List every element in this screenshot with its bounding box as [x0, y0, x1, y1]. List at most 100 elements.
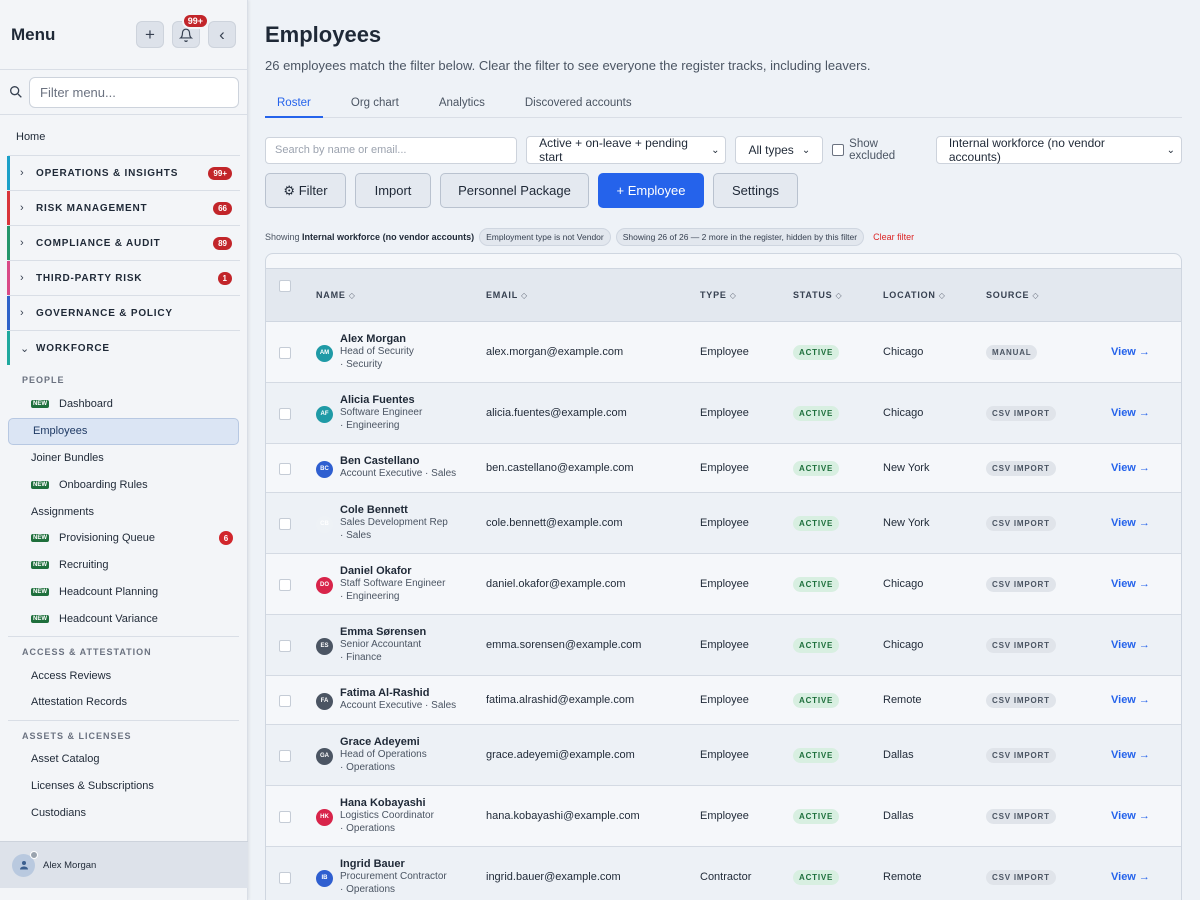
employee-name[interactable]: Grace Adeyemi — [340, 735, 420, 748]
show-excluded-toggle[interactable]: Show excluded — [832, 138, 927, 162]
type-select[interactable]: All types ⌄ — [735, 136, 824, 164]
column-status[interactable]: STATUS ◇ — [793, 290, 842, 300]
employee-name-cell: Hana Kobayashi Logistics Coordinator · Ope… — [340, 797, 465, 835]
sidebar-item-asset-catalog[interactable]: Asset Catalog — [0, 746, 239, 773]
employee-name[interactable]: Alex Morgan — [340, 332, 407, 345]
sidebar-item-joiner-bundles[interactable]: Joiner Bundles — [0, 445, 239, 472]
sidebar-item-onboarding-rules[interactable]: NEW Onboarding Rules — [0, 471, 239, 498]
view-link[interactable]: View → — [1111, 406, 1150, 419]
row-checkbox[interactable] — [279, 639, 291, 652]
sidebar-item-assignments[interactable]: Assignments — [0, 498, 239, 525]
row-checkbox[interactable] — [279, 871, 291, 884]
employee-name[interactable]: Cole Bennett — [340, 503, 408, 516]
table-row: GA Grace Adeyemi Head of Operations · Opera… — [266, 725, 1181, 786]
row-checkbox[interactable] — [279, 749, 291, 762]
add-employee-button[interactable]: + Employee — [598, 173, 704, 208]
scope-select[interactable]: Internal workforce (no vendor accounts) … — [935, 136, 1182, 164]
status-select[interactable]: Active + on-leave + pending start ⌄ — [526, 136, 727, 164]
settings-button[interactable]: Settings — [713, 173, 798, 208]
sidebar-item-headcount-planning[interactable]: NEW Headcount Planning — [0, 579, 239, 606]
row-checkbox[interactable] — [279, 578, 291, 591]
collapse-sidebar-button[interactable]: ‹ — [208, 21, 236, 48]
employee-search-input[interactable] — [265, 136, 518, 164]
chevron-down-icon: ⌄ — [20, 342, 30, 355]
status-badge: ACTIVE — [793, 460, 840, 476]
showing-label: Showing Internal workforce (no vendor ac… — [265, 232, 474, 242]
sidebar-item-attestation-records[interactable]: Attestation Records — [0, 689, 239, 716]
select-all-checkbox[interactable] — [279, 280, 291, 292]
row-checkbox[interactable] — [279, 407, 291, 420]
sidebar-item-home[interactable]: Home — [16, 131, 46, 143]
nav-group-label: WORKFORCE — [36, 342, 110, 354]
page-title: Employees — [265, 22, 382, 47]
nav-group-governance-policy[interactable]: › GOVERNANCE & POLICY — [7, 295, 240, 330]
view-link[interactable]: View → — [1111, 577, 1150, 590]
view-link[interactable]: View → — [1111, 693, 1150, 706]
source-badge: CSV IMPORT — [986, 515, 1056, 531]
notifications-button[interactable]: 99+ — [172, 13, 209, 48]
row-checkbox[interactable] — [279, 346, 291, 359]
view-link[interactable]: View → — [1111, 516, 1150, 529]
view-link[interactable]: View → — [1111, 870, 1150, 883]
menu-filter-input[interactable] — [29, 76, 239, 108]
row-checkbox[interactable] — [279, 462, 291, 475]
import-button[interactable]: Import — [355, 173, 431, 208]
count-badge: 66 — [213, 201, 232, 215]
people-items: NEW Dashboard Employees Joiner Bundles NEW On… — [0, 391, 247, 632]
employee-name[interactable]: Ben Castellano — [340, 454, 420, 467]
row-checkbox[interactable] — [279, 694, 291, 707]
column-source[interactable]: SOURCE ◇ — [986, 290, 1039, 300]
column-name[interactable]: NAME ◇ — [316, 290, 356, 300]
row-checkbox[interactable] — [279, 517, 291, 530]
tab-analytics[interactable]: Analytics — [438, 97, 485, 109]
sidebar-item-licenses-subscriptions[interactable]: Licenses & Subscriptions — [0, 773, 239, 800]
column-location[interactable]: LOCATION ◇ — [883, 290, 946, 300]
sidebar-item-access-reviews[interactable]: Access Reviews — [0, 662, 239, 689]
sidebar-item-headcount-variance[interactable]: NEW Headcount Variance — [0, 605, 239, 632]
sidebar-item-employees[interactable]: Employees — [8, 417, 239, 445]
employee-email: ben.castellano@example.com — [486, 461, 634, 474]
user-menu[interactable]: Alex Morgan — [0, 841, 248, 888]
avatar: FA — [316, 692, 333, 710]
filter-button[interactable]: ⚙ Filter — [265, 173, 346, 208]
view-link[interactable]: View → — [1111, 461, 1150, 474]
tab-org-chart[interactable]: Org chart — [350, 97, 399, 109]
nav-group-risk-management[interactable]: › RISK MANAGEMENT 66 — [7, 190, 240, 225]
view-link[interactable]: View → — [1111, 748, 1150, 761]
sidebar-item-provisioning-queue[interactable]: NEW Provisioning Queue 6 — [0, 525, 239, 552]
sidebar-item-recruiting[interactable]: NEW Recruiting — [0, 552, 239, 579]
avatar: CB — [316, 515, 333, 533]
source-badge: CSV IMPORT — [986, 808, 1056, 824]
view-link[interactable]: View → — [1111, 638, 1150, 651]
employee-location: Dallas — [883, 809, 914, 822]
nav-group-workforce[interactable]: ⌄ WORKFORCE — [7, 330, 240, 365]
nav-group-operations-insights[interactable]: › OPERATIONS & INSIGHTS 99+ — [7, 155, 240, 190]
nav-group-compliance-audit[interactable]: › COMPLIANCE & AUDIT 89 — [7, 225, 240, 260]
tab-roster[interactable]: Roster — [265, 90, 323, 118]
sidebar-item-label: Dashboard — [59, 398, 113, 411]
employee-name[interactable]: Fatima Al-Rashid — [340, 686, 430, 699]
nav-group-third-party-risk[interactable]: › THIRD-PARTY RISK 1 — [7, 260, 240, 295]
employee-name[interactable]: Alicia Fuentes — [340, 393, 415, 406]
chevron-right-icon: › — [20, 202, 24, 214]
view-link[interactable]: View → — [1111, 345, 1150, 358]
employee-name[interactable]: Emma Sørensen — [340, 625, 427, 638]
personnel-package-button[interactable]: Personnel Package — [440, 173, 589, 208]
show-excluded-checkbox[interactable] — [832, 144, 845, 156]
add-button[interactable]: + — [136, 21, 164, 48]
view-link[interactable]: View → — [1111, 809, 1150, 822]
employee-name[interactable]: Hana Kobayashi — [340, 796, 426, 809]
sidebar-item-custodians[interactable]: Custodians — [0, 799, 239, 826]
chevron-right-icon: › — [20, 307, 24, 319]
clear-filter-link[interactable]: Clear filter — [873, 232, 915, 242]
row-checkbox[interactable] — [279, 810, 291, 823]
new-badge: NEW — [31, 587, 49, 596]
source-badge: CSV IMPORT — [986, 405, 1056, 421]
column-email[interactable]: EMAIL ◇ — [486, 290, 528, 300]
employee-name[interactable]: Daniel Okafor — [340, 564, 412, 577]
employee-name[interactable]: Ingrid Bauer — [340, 857, 405, 870]
sidebar-item-dashboard[interactable]: NEW Dashboard — [0, 391, 239, 418]
tab-discovered-accounts[interactable]: Discovered accounts — [524, 97, 632, 109]
status-badge: ACTIVE — [793, 808, 840, 824]
column-type[interactable]: TYPE ◇ — [700, 290, 737, 300]
